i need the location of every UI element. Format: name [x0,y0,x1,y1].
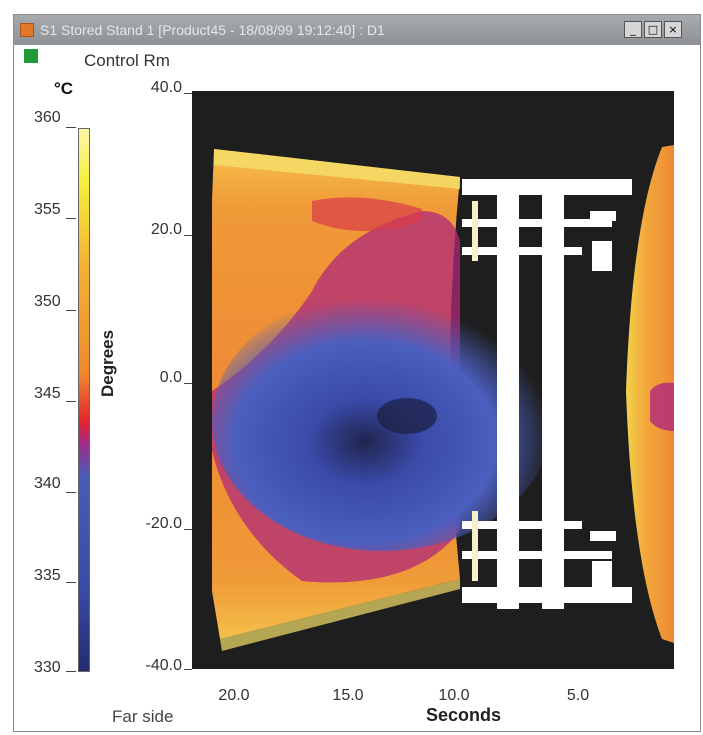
colorbar-tick [66,671,76,672]
thermal-image-plot[interactable] [192,91,674,669]
colorbar-tick [66,218,76,219]
app-icon [20,23,34,37]
y-tick-label: 20.0 [150,221,182,238]
colorbar-tick-label: 355 [34,201,61,218]
y-tick-label: -40.0 [145,657,182,674]
colorbar-tick-label: 360 [34,109,61,126]
colorbar-unit: °C [54,79,74,98]
colorbar-tick-label: 340 [34,475,61,492]
colorbar-tick [66,401,76,402]
legend-label: Control Rm [84,51,170,70]
x-tick-label: 5.0 [566,687,590,704]
y-tick-label: -20.0 [145,515,182,532]
maximize-button[interactable]: □ [644,21,662,38]
title-bar[interactable]: S1 Stored Stand 1 [Product45 - 18/08/99 … [14,15,700,45]
colorbar-tick-label: 330 [34,659,61,676]
colorbar-tick-label: 345 [34,385,61,402]
color-scale-bar [78,128,90,672]
close-button[interactable]: × [664,21,682,38]
colorbar-tick-label: 350 [34,293,61,310]
y-tick [184,669,192,670]
y-axis-title: Degrees [98,329,117,397]
x-tick-label: 20.0 [218,687,250,704]
minimize-button[interactable]: _ [624,21,642,38]
y-tick [184,93,192,94]
colorbar-tick [66,582,76,583]
colorbar-tick-label: 335 [34,567,61,584]
thermal-window: S1 Stored Stand 1 [Product45 - 18/08/99 … [13,14,701,732]
y-tick [184,235,192,236]
far-side-label: Far side [112,707,174,726]
thermal-scan-graphic [212,145,674,651]
x-tick-label: 10.0 [438,687,470,704]
x-axis-title: Seconds [426,705,502,725]
colorbar-tick [66,127,76,128]
colorbar-tick [66,492,76,493]
y-tick [184,383,192,384]
window-title: S1 Stored Stand 1 [Product45 - 18/08/99 … [40,22,385,38]
y-tick [184,529,192,530]
x-tick-label: 15.0 [332,687,364,704]
y-tick-label: 0.0 [159,369,182,386]
y-tick-label: 40.0 [150,79,182,96]
colorbar-tick [66,310,76,311]
legend-swatch [24,49,38,63]
